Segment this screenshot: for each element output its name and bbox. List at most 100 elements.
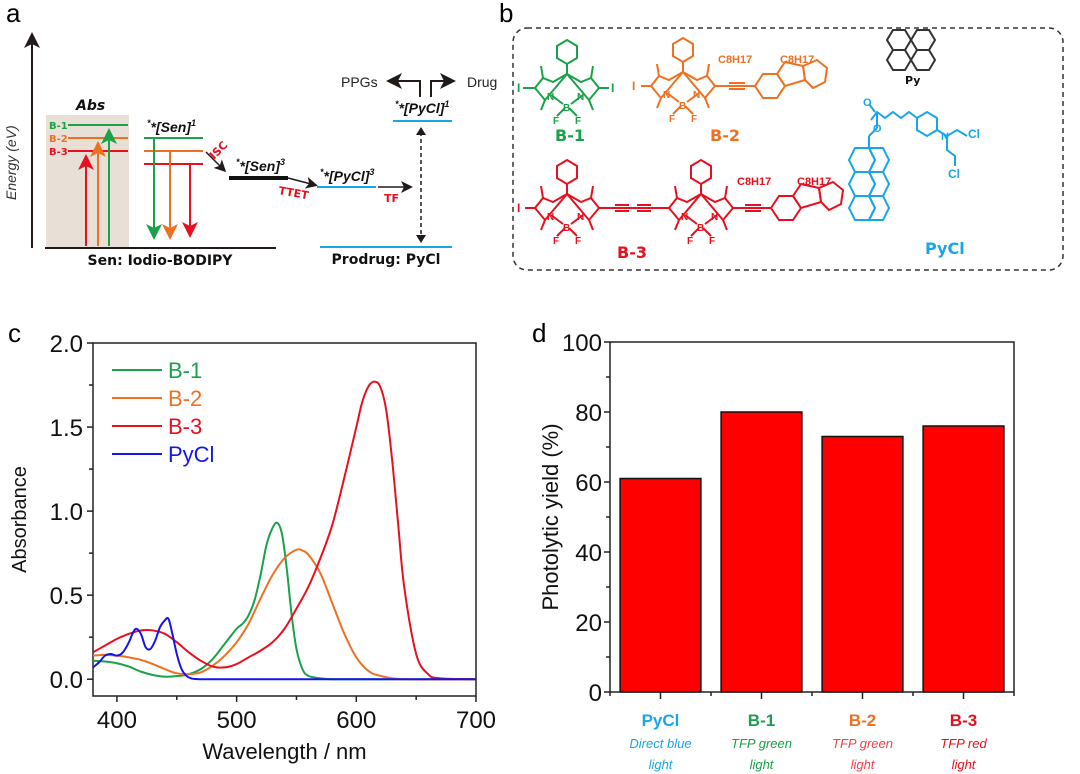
b3-alkyl-left: C8H17 [737,176,771,188]
b3-alkyl-right: C8H17 [797,176,831,188]
b1-fluorine-right: F [575,116,581,127]
structure-b2 [641,36,829,115]
panel-letter-c: c [8,318,21,348]
sen-ground-label: Sen: Iodio-BODIPY [88,253,234,269]
pycl-structure-label: PyCl [925,239,965,258]
b3-nitrogen-2: N [577,212,584,223]
y-tick-label: 40 [575,540,602,567]
x-category-sublabel: light [649,757,674,772]
energy-axis-label: Energy (eV) [3,125,19,200]
b3-fluorine-4: F [709,236,715,247]
pycl-oxygen-ester: O [873,123,882,135]
y-tick-label: 1.5 [50,415,83,442]
b3-fluorine-2: F [575,236,581,247]
photolytic-yield-chart: 0 20 40 60 80 100 PyCl Direct blue light B-1 TFP g… [538,330,1015,772]
x-category-label: B-3 [950,711,977,730]
panel-letter-d: d [532,318,547,348]
plot-frame [92,342,477,697]
level-label-b3: B-3 [49,147,68,158]
absorbance-chart: 0.0 0.5 1.0 1.5 2.0 400 500 600 700 Wavelength / … [9,331,496,764]
dashed-arrowhead-up [416,127,426,135]
py-label: Py [905,74,920,87]
prodrug-ground-label: Prodrug: PyCl [332,252,441,268]
b2-iodine: I [632,79,635,93]
legend-label: B-3 [168,414,202,439]
b3-fluorine-3: F [687,236,693,247]
b3-fluorine-1: F [553,236,559,247]
y-tick-label: 80 [575,400,602,427]
pycl1-label: **[PyCl]1 [395,99,449,116]
level-label-b1: B-1 [49,121,68,132]
x-category-label: PyCl [642,711,680,730]
x-category-sublabel: light [952,757,977,772]
pycl-chlorine-1: Cl [968,127,980,141]
series-line-b1 [93,521,476,681]
x-tick-label: 600 [336,707,376,734]
b1-label: B-1 [555,126,585,145]
pycl3-label: **[PyCl]3 [320,167,374,184]
b3-nitrogen-4: N [711,212,718,223]
sen1-label: **[Sen]1 [147,118,196,135]
tf-label: TF [384,192,399,205]
b3-boron-2: B [697,223,704,234]
structure-b3 [525,158,845,237]
b1-iodine-right: I [611,81,614,95]
legend-label: PyCl [168,442,214,467]
legend-label: B-1 [168,358,202,383]
structures-dashed-box [512,27,1064,271]
b2-label: B-2 [710,126,740,145]
ttet-arrow [287,176,318,189]
structure-py [885,29,937,71]
structure-b1 [523,38,609,117]
panel-letter-b: b [499,0,514,28]
abs-label: Abs [75,98,105,114]
y-tick-label: 1.0 [50,499,83,526]
bar-b3 [922,425,1005,693]
drug-label: Drug [467,74,497,90]
x-category-label: B-2 [849,711,876,730]
x-category-sublabel: light [750,757,775,772]
pycl-oxygen-carbonyl: O [863,97,872,109]
series-line-b3 [93,380,476,681]
series-line-pycl [93,616,476,681]
x-category-sublabel: light [851,757,876,772]
y-tick-label: 0.0 [50,667,83,694]
structures-panel: I I N N B F F B-1 C8H17 C8H17 I N N B F … [512,27,1064,271]
ttet-label: TTET [277,184,310,202]
y-tick-label: 60 [575,470,602,497]
b1-nitrogen-right: N [577,92,584,103]
series-line-b2 [93,548,476,681]
energy-diagram: Energy (eV) Abs B-1 B-2 B-3 **[Sen]1 Sen… [3,32,497,269]
b2-nitrogen-right: N [693,90,700,101]
y-axis-label: Absorbance [9,466,31,573]
structure-pycl [847,103,968,221]
x-tick-label: 400 [97,707,137,734]
b3-nitrogen-1: N [547,212,554,223]
y-tick-label: 0.5 [50,583,83,610]
b2-fluorine-right: F [691,114,697,125]
isc-arrow [205,151,227,173]
b2-alkyl-right: C8H17 [780,54,814,66]
x-category-label: B-1 [748,711,775,730]
b1-fluorine-left: F [553,116,559,127]
b2-fluorine-left: F [669,114,675,125]
level-label-b2: B-2 [49,134,68,145]
y-tick-label: 2.0 [50,331,83,358]
x-category-sublabel: TFP green [832,736,893,751]
x-axis-label: Wavelength / nm [202,739,366,764]
pycl-chlorine-2: Cl [948,167,960,181]
x-tick-label: 500 [217,707,257,734]
b3-iodine: I [517,201,520,215]
b1-boron: B [563,103,570,114]
b3-boron-1: B [563,223,570,234]
x-category-sublabel: Direct blue [629,736,691,751]
b1-nitrogen-left: N [547,92,554,103]
x-category-sublabel: TFP green [731,736,792,751]
panel-letter-a: a [6,0,21,28]
drug-arrow [430,73,456,97]
dashed-arrowhead-down [416,235,426,243]
y-tick-label: 0 [589,680,602,707]
b2-nitrogen-left: N [663,90,670,101]
b3-label: B-3 [617,243,647,262]
isc-label: ISC [207,139,230,162]
